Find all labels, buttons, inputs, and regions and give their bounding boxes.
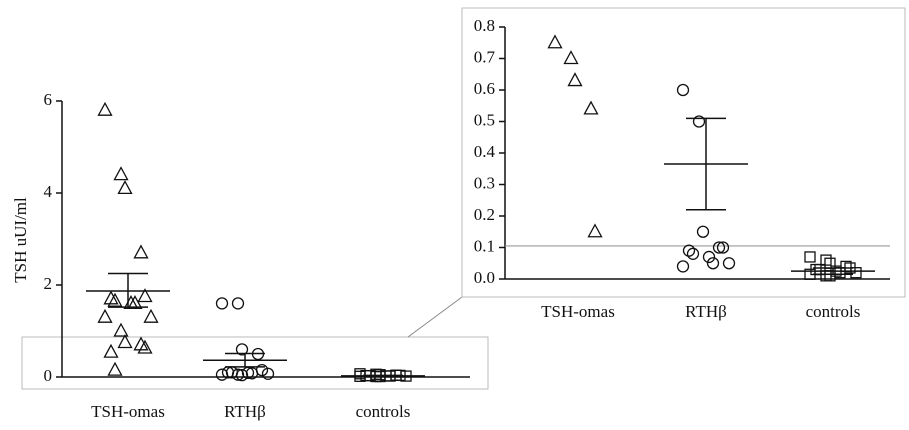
x-tick-label: TSH-omas xyxy=(91,402,165,421)
point xyxy=(567,72,583,87)
point xyxy=(117,334,133,349)
point xyxy=(706,257,720,270)
point xyxy=(702,250,716,264)
y-tick-label: 0.2 xyxy=(474,205,495,224)
point xyxy=(686,247,700,260)
x-tick-label: RTHβ xyxy=(224,402,266,421)
point xyxy=(137,288,153,303)
point xyxy=(113,166,129,181)
point xyxy=(820,254,832,266)
y-tick-label: 0.8 xyxy=(474,16,495,35)
point xyxy=(682,244,696,257)
y-tick-label: 0.7 xyxy=(474,47,496,66)
x-tick-label: TSH-omas xyxy=(541,302,615,321)
point xyxy=(137,339,153,354)
x-tick-label: RTHβ xyxy=(685,302,727,321)
point xyxy=(107,361,123,376)
point xyxy=(245,367,259,380)
y-tick-label: 0.4 xyxy=(474,142,496,161)
point xyxy=(547,34,563,49)
x-tick-label: controls xyxy=(806,302,861,321)
zoom-connector xyxy=(407,296,463,338)
point xyxy=(103,343,119,358)
point xyxy=(583,100,599,115)
point xyxy=(676,260,690,273)
point xyxy=(97,308,113,323)
point xyxy=(103,290,119,305)
y-tick-label: 0.5 xyxy=(474,110,495,129)
point xyxy=(696,225,710,238)
inset-box xyxy=(461,7,906,298)
zoom-box xyxy=(21,336,489,390)
point xyxy=(113,322,129,337)
y-tick-label: 0.6 xyxy=(474,79,495,98)
y-tick-label: 2 xyxy=(44,274,53,293)
y-axis-label: TSH uUI/ml xyxy=(11,197,30,283)
y-tick-label: 6 xyxy=(44,90,53,109)
point xyxy=(722,257,736,270)
point xyxy=(804,251,816,263)
point xyxy=(716,241,730,254)
point xyxy=(235,369,249,382)
point xyxy=(215,297,229,310)
point xyxy=(97,101,113,116)
point xyxy=(107,292,123,307)
point xyxy=(133,244,149,259)
point xyxy=(215,368,229,381)
point xyxy=(676,83,690,97)
point xyxy=(117,180,133,195)
y-tick-label: 0.0 xyxy=(474,268,495,287)
y-tick-label: 0.1 xyxy=(474,236,495,255)
y-tick-label: 4 xyxy=(44,182,53,201)
point xyxy=(127,295,143,310)
point xyxy=(231,297,245,310)
point xyxy=(563,50,579,65)
point xyxy=(235,343,249,356)
point xyxy=(692,115,706,128)
point xyxy=(133,336,149,351)
x-tick-label: controls xyxy=(356,402,411,421)
y-tick-label: 0.3 xyxy=(474,173,495,192)
point xyxy=(850,267,862,279)
point xyxy=(587,223,603,238)
point xyxy=(712,241,726,254)
point xyxy=(143,308,159,323)
y-tick-label: 0 xyxy=(44,366,53,385)
point xyxy=(231,368,245,381)
point xyxy=(261,367,275,380)
